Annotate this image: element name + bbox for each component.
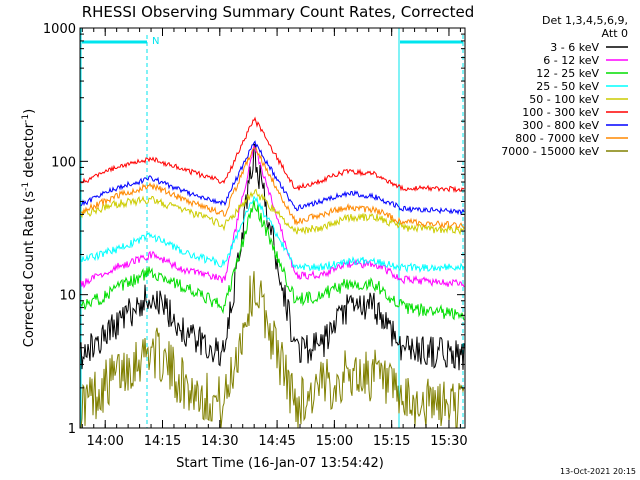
legend-entry-label: 25 - 50 keV (536, 80, 599, 93)
legend-entry-label: 300 - 800 keV (522, 119, 599, 132)
series-line (80, 146, 465, 230)
series-layer (80, 116, 465, 429)
y-tick-label: 1000 (43, 22, 76, 37)
legend-entry-label: 100 - 300 keV (522, 106, 599, 119)
series-line (80, 143, 465, 371)
x-tick-label: 14:15 (144, 434, 181, 449)
x-tick-label: 14:30 (201, 434, 238, 449)
y-tick-label: 1 (68, 422, 76, 437)
series-line (80, 195, 465, 273)
legend-entry-label: 800 - 7000 keV (515, 132, 599, 145)
legend-entry-label: 6 - 12 keV (543, 54, 599, 67)
x-tick-label: 14:00 (86, 434, 123, 449)
legend-entry-label: 3 - 6 keV (550, 41, 599, 54)
series-line (80, 188, 465, 236)
plot-frame (79, 27, 466, 429)
series-line (80, 271, 465, 429)
legend-header-line2: Att 0 (602, 27, 628, 40)
chart-title: RHESSI Observing Summary Count Rates, Co… (82, 3, 475, 21)
x-tick-label: 15:00 (316, 434, 353, 449)
series-line (80, 140, 465, 216)
x-axis-label: Start Time (16-Jan-07 13:54:42) (176, 456, 384, 471)
timestamp: 13-Oct-2021 20:15 (560, 467, 636, 476)
y-tick-label: 10 (59, 289, 76, 304)
series-line (80, 144, 465, 289)
legend-entry-label: 7000 - 15000 keV (501, 145, 599, 158)
x-tick-label: 15:30 (430, 434, 467, 449)
legend-entry-label: 12 - 25 keV (536, 67, 599, 80)
x-tick-label: 15:15 (373, 434, 410, 449)
legend-entry-label: 50 - 100 keV (529, 93, 599, 106)
night-annotation: N (152, 36, 159, 47)
series-line (80, 200, 465, 321)
ticks-layer: 14:00 14:15 14:30 14:45 15:00 15:15 15:30 1 10 10… (43, 22, 468, 449)
y-tick-label: 100 (51, 155, 76, 170)
series-line (80, 116, 465, 193)
y-axis-label: Corrected Count Rate (s-1 detector-1) (21, 109, 37, 347)
x-tick-label: 14:45 (258, 434, 295, 449)
plot-area: 14:00 14:15 14:30 14:45 15:00 15:15 15:30 1 10 10… (43, 22, 468, 449)
legend-header-line1: Det 1,3,4,5,6,9, (542, 14, 628, 27)
